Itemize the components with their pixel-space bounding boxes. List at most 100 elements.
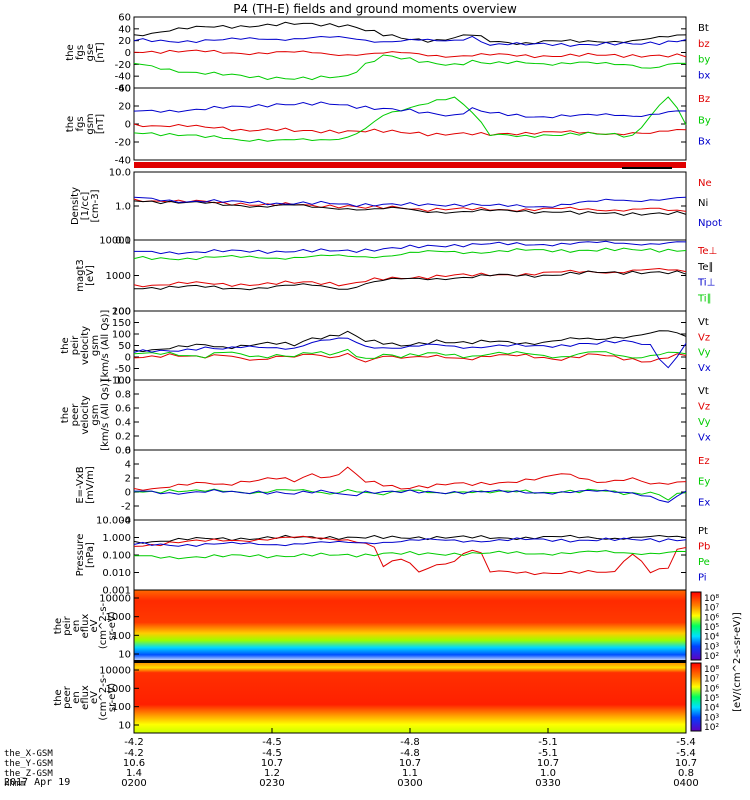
y-axis-label: [nPa] xyxy=(85,542,96,568)
legend-te∥: Te∥ xyxy=(697,262,714,273)
y-axis-label: [nT] xyxy=(95,114,106,134)
series-line-pb xyxy=(133,535,687,576)
legend-vz: Vz xyxy=(698,402,710,413)
series-line-te∥ xyxy=(133,270,687,291)
legend-pb: Pb xyxy=(698,542,710,553)
colorbar-tick-label: 10⁴ xyxy=(704,633,719,643)
series-line-ex xyxy=(134,489,687,503)
footer-row-value: -5.1 xyxy=(538,748,558,759)
y-axis-label: the xyxy=(60,407,71,423)
y-axis-label: Density xyxy=(70,187,81,225)
spectrogram-image xyxy=(134,590,686,662)
y-axis-label: gsm xyxy=(85,113,96,134)
series-line-bz xyxy=(133,49,687,59)
y-tick-label: -60 xyxy=(115,84,131,95)
y-tick-label: 40 xyxy=(118,84,131,95)
legend-pt: Pt xyxy=(698,526,708,537)
footer-row-value: 0230 xyxy=(259,778,284,789)
colorbar-tick-label: 10⁶ xyxy=(704,613,719,623)
series-line-bt xyxy=(133,21,687,46)
y-tick-label: 100 xyxy=(112,307,131,318)
legend-te⊥: Te⊥ xyxy=(697,246,717,257)
y-tick-label: 6 xyxy=(125,446,131,457)
legend-npot: Npot xyxy=(698,218,722,229)
legend-ti∥: Ti∥ xyxy=(697,293,712,304)
legend-ey: Ey xyxy=(698,477,710,488)
y-axis-label: [cm-3] xyxy=(90,189,101,222)
spectrogram-separator xyxy=(134,660,686,663)
colorbar-tick-label: 10⁶ xyxy=(704,684,719,694)
y-axis-label: eV xyxy=(89,691,100,704)
y-axis-label: peer xyxy=(62,685,73,709)
legend-bz: bz xyxy=(698,39,710,50)
y-tick-label: 100 xyxy=(112,631,131,642)
y-axis-label: [eV] xyxy=(85,265,96,286)
legend-ez: Ez xyxy=(698,456,710,467)
series-line-ni xyxy=(133,200,687,216)
y-tick-label: 1000 xyxy=(106,271,131,282)
y-tick-label: 10000 xyxy=(99,594,131,605)
y-tick-label: -2 xyxy=(121,502,131,513)
y-axis-label: [1/cc] xyxy=(80,192,91,221)
y-tick-label: 100 xyxy=(112,330,131,341)
y-tick-label: 20 xyxy=(118,102,131,113)
y-tick-label: 2 xyxy=(125,474,131,485)
x-tick-label: -4.8 xyxy=(400,737,420,748)
y-tick-label: 0.6 xyxy=(115,404,131,415)
footer-row-value: 0400 xyxy=(673,778,698,789)
series-line-by xyxy=(133,96,687,142)
colorbar-tick-label: 10⁵ xyxy=(704,694,719,704)
colorbar-tick-label: 10² xyxy=(704,652,719,662)
footer-row-value: -4.8 xyxy=(400,748,420,759)
colorbar-tick-label: 10⁷ xyxy=(704,604,719,614)
y-tick-label: 0.1 xyxy=(115,236,131,247)
y-tick-label: 0.4 xyxy=(115,418,131,429)
y-tick-label: -4 xyxy=(121,516,131,527)
series-line-te⊥ xyxy=(133,267,687,288)
series-line-npot xyxy=(133,196,687,208)
y-axis-label: eflux xyxy=(80,614,91,639)
y-tick-label: -50 xyxy=(115,364,131,375)
y-axis-label: gse xyxy=(85,44,96,62)
legend-pe: Pe xyxy=(698,557,710,568)
panel-4 xyxy=(133,239,687,312)
y-tick-label: 0.0 xyxy=(115,446,131,457)
panel-2 xyxy=(133,87,687,161)
panel-frame xyxy=(133,449,687,521)
colorbar-label: [eV/(cm^2-s-sr-eV)] xyxy=(732,612,743,712)
y-tick-label: 4 xyxy=(125,460,131,471)
footer-row-value: -5.4 xyxy=(676,748,696,759)
footer-row-label: the_Y-GSM xyxy=(4,759,53,769)
footer-row-value: 10.6 xyxy=(123,758,145,769)
y-axis-label: sr-eV) xyxy=(107,611,118,640)
footer-row-value: 1.4 xyxy=(126,768,142,779)
y-tick-label: 1000 xyxy=(106,684,131,695)
y-tick-label: 40 xyxy=(118,24,131,35)
y-axis-label: the xyxy=(65,44,76,60)
x-tick-label: -4.5 xyxy=(262,737,282,748)
panel-5 xyxy=(133,310,687,381)
series-line-ez xyxy=(133,466,687,491)
y-tick-label: -40 xyxy=(115,156,131,167)
y-axis-label: eflux xyxy=(80,685,91,710)
y-axis-label: velocity xyxy=(80,326,91,365)
y-axis-label: Pressure xyxy=(75,534,86,577)
y-axis-label: eV xyxy=(89,619,100,632)
y-axis-label: [nT] xyxy=(95,42,106,62)
series-line-by xyxy=(133,54,687,81)
legend-vt: Vt xyxy=(698,386,709,397)
footer-row-value: 0300 xyxy=(397,778,422,789)
y-axis-label: the xyxy=(53,618,64,634)
y-tick-label: 200 xyxy=(112,307,131,318)
footer-row-label: the_Z-GSM xyxy=(4,769,53,779)
y-axis-label: velocity xyxy=(80,395,91,434)
footer-row-value: 1.0 xyxy=(540,768,556,779)
y-tick-label: 0 xyxy=(125,353,131,364)
series-line-bx xyxy=(133,35,687,47)
y-tick-label: 10000 xyxy=(99,666,131,677)
y-axis-label: E=-VxB xyxy=(75,466,86,503)
series-line-bx xyxy=(133,101,687,119)
y-axis-label: magt3 xyxy=(75,259,86,292)
y-tick-label: 10.0 xyxy=(109,168,131,179)
